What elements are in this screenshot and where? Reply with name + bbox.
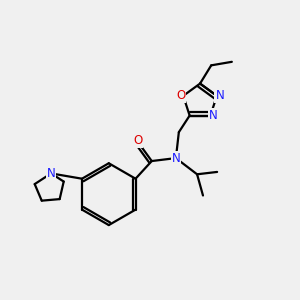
Text: N: N	[47, 167, 56, 180]
Text: O: O	[176, 89, 185, 102]
Text: N: N	[215, 89, 224, 102]
Text: N: N	[209, 109, 218, 122]
Text: O: O	[133, 134, 142, 147]
Text: N: N	[172, 152, 180, 165]
